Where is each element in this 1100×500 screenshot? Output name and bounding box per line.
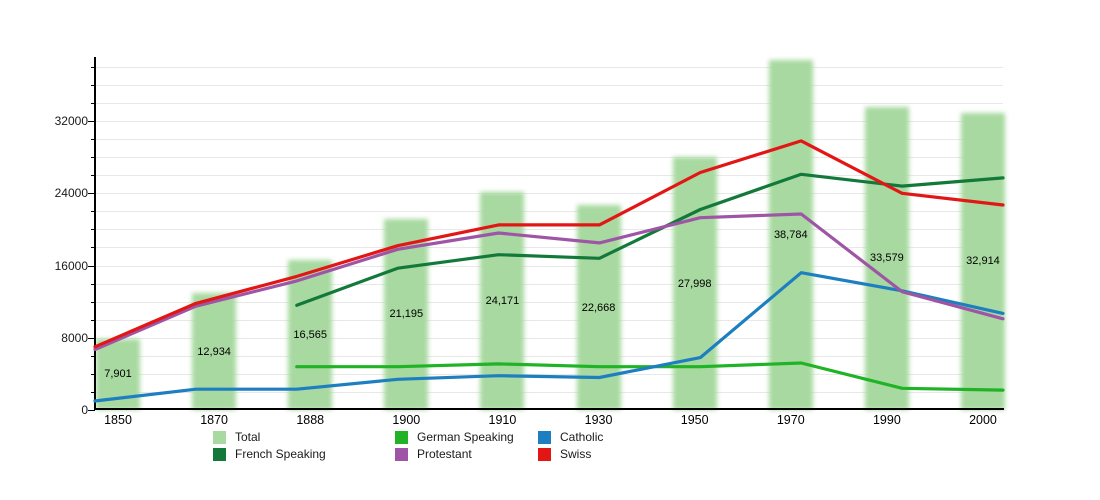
gridline [95, 283, 1003, 285]
bar-value-label: 7,901 [104, 368, 132, 381]
legend-swatch-total [213, 431, 226, 444]
y-axis-label: 32000 [54, 114, 88, 129]
legend-swatch-protestant [395, 448, 408, 461]
gridline [95, 211, 1003, 213]
bar-value-label: 24,171 [485, 294, 520, 307]
y-axis-line [94, 57, 96, 410]
bar-value-label: 22,668 [581, 301, 616, 314]
x-axis-label-1900: 1900 [392, 413, 421, 427]
gridline [95, 319, 1003, 321]
line-swiss [93, 139, 1005, 349]
y-major-tick [88, 265, 95, 267]
y-minor-tick [91, 66, 95, 68]
y-minor-tick [91, 247, 95, 249]
line-protestant [93, 212, 1005, 352]
y-minor-tick [91, 229, 95, 231]
gridline [95, 247, 1003, 249]
y-minor-tick [91, 102, 95, 104]
x-axis-label-1850: 1850 [104, 413, 132, 427]
legend-label-protestant: Protestant [417, 447, 472, 461]
y-minor-tick [91, 283, 95, 285]
y-major-tick [88, 193, 95, 195]
x-axis-label-1930: 1930 [584, 413, 613, 427]
gridline [95, 66, 1003, 68]
bar-value-label: 16,565 [293, 329, 328, 342]
y-axis-label: 24000 [54, 186, 88, 201]
bar-value-label: 32,914 [966, 255, 1000, 268]
gridline [95, 355, 1003, 357]
total-bar-2000 [960, 112, 1005, 410]
y-axis-label: 8000 [61, 330, 88, 345]
gridline [95, 193, 1003, 195]
total-bar-1970 [768, 59, 813, 410]
plot-area: 7,901 12,934 16,565 21,195 24,171 22,668 27,99… [93, 59, 1005, 410]
legend-label-french-speaking: French Speaking [235, 447, 326, 461]
y-minor-tick [91, 84, 95, 86]
gridline [95, 84, 1003, 86]
y-minor-tick [91, 157, 95, 159]
gridline [95, 373, 1003, 375]
legend-swatch-french-speaking [213, 448, 226, 461]
gridline [95, 139, 1003, 141]
x-axis-label-1970: 1970 [776, 413, 805, 427]
legend-label-swiss: Swiss [560, 447, 592, 461]
gridline [95, 229, 1003, 231]
legend-swatch-german-speaking [395, 431, 408, 444]
line-series-layer [93, 139, 1005, 403]
bar-value-label: 33,579 [870, 252, 904, 265]
y-minor-tick [91, 319, 95, 321]
x-axis-label-1950: 1950 [680, 413, 709, 427]
line-catholic [93, 271, 1005, 403]
x-axis-label-1888: 1888 [296, 413, 325, 427]
y-major-tick [88, 337, 95, 339]
gridline [95, 157, 1003, 159]
y-minor-tick [91, 175, 95, 177]
gridline [95, 265, 1003, 267]
y-minor-tick [91, 211, 95, 213]
gridline [95, 391, 1003, 393]
gridline [95, 301, 1003, 303]
legend-swatch-catholic [538, 431, 551, 444]
y-axis-label: 0 [81, 403, 88, 417]
y-major-tick [88, 121, 95, 123]
x-axis-label-1910: 1910 [488, 413, 517, 427]
legend-label-catholic: Catholic [560, 430, 604, 444]
x-axis-label-1870: 1870 [200, 413, 229, 427]
gridline [95, 337, 1003, 339]
legend-swatch-swiss [538, 448, 551, 461]
bar-value-label: 38,784 [773, 228, 808, 241]
y-axis-label: 16000 [54, 258, 88, 273]
gridline [95, 121, 1003, 123]
legend-label-german-speaking: German Speaking [417, 430, 514, 444]
y-minor-tick [91, 139, 95, 141]
total-bar-1990 [864, 106, 909, 410]
gridline [95, 102, 1003, 104]
x-axis-label-1990: 1990 [872, 413, 901, 427]
y-minor-tick [91, 301, 95, 303]
line-french-speaking [295, 172, 1005, 307]
y-minor-tick [91, 355, 95, 357]
y-minor-tick [91, 373, 95, 375]
gridline [95, 175, 1003, 177]
legend-label-total: Total [235, 430, 261, 444]
x-axis-line [94, 408, 1004, 410]
bar-value-label: 12,934 [197, 345, 231, 358]
bar-value-label: 27,998 [677, 277, 712, 290]
bar-value-label: 21,195 [389, 308, 424, 321]
x-axis-label-2000: 2000 [969, 413, 997, 427]
y-minor-tick [91, 391, 95, 393]
y-major-tick [88, 410, 95, 411]
